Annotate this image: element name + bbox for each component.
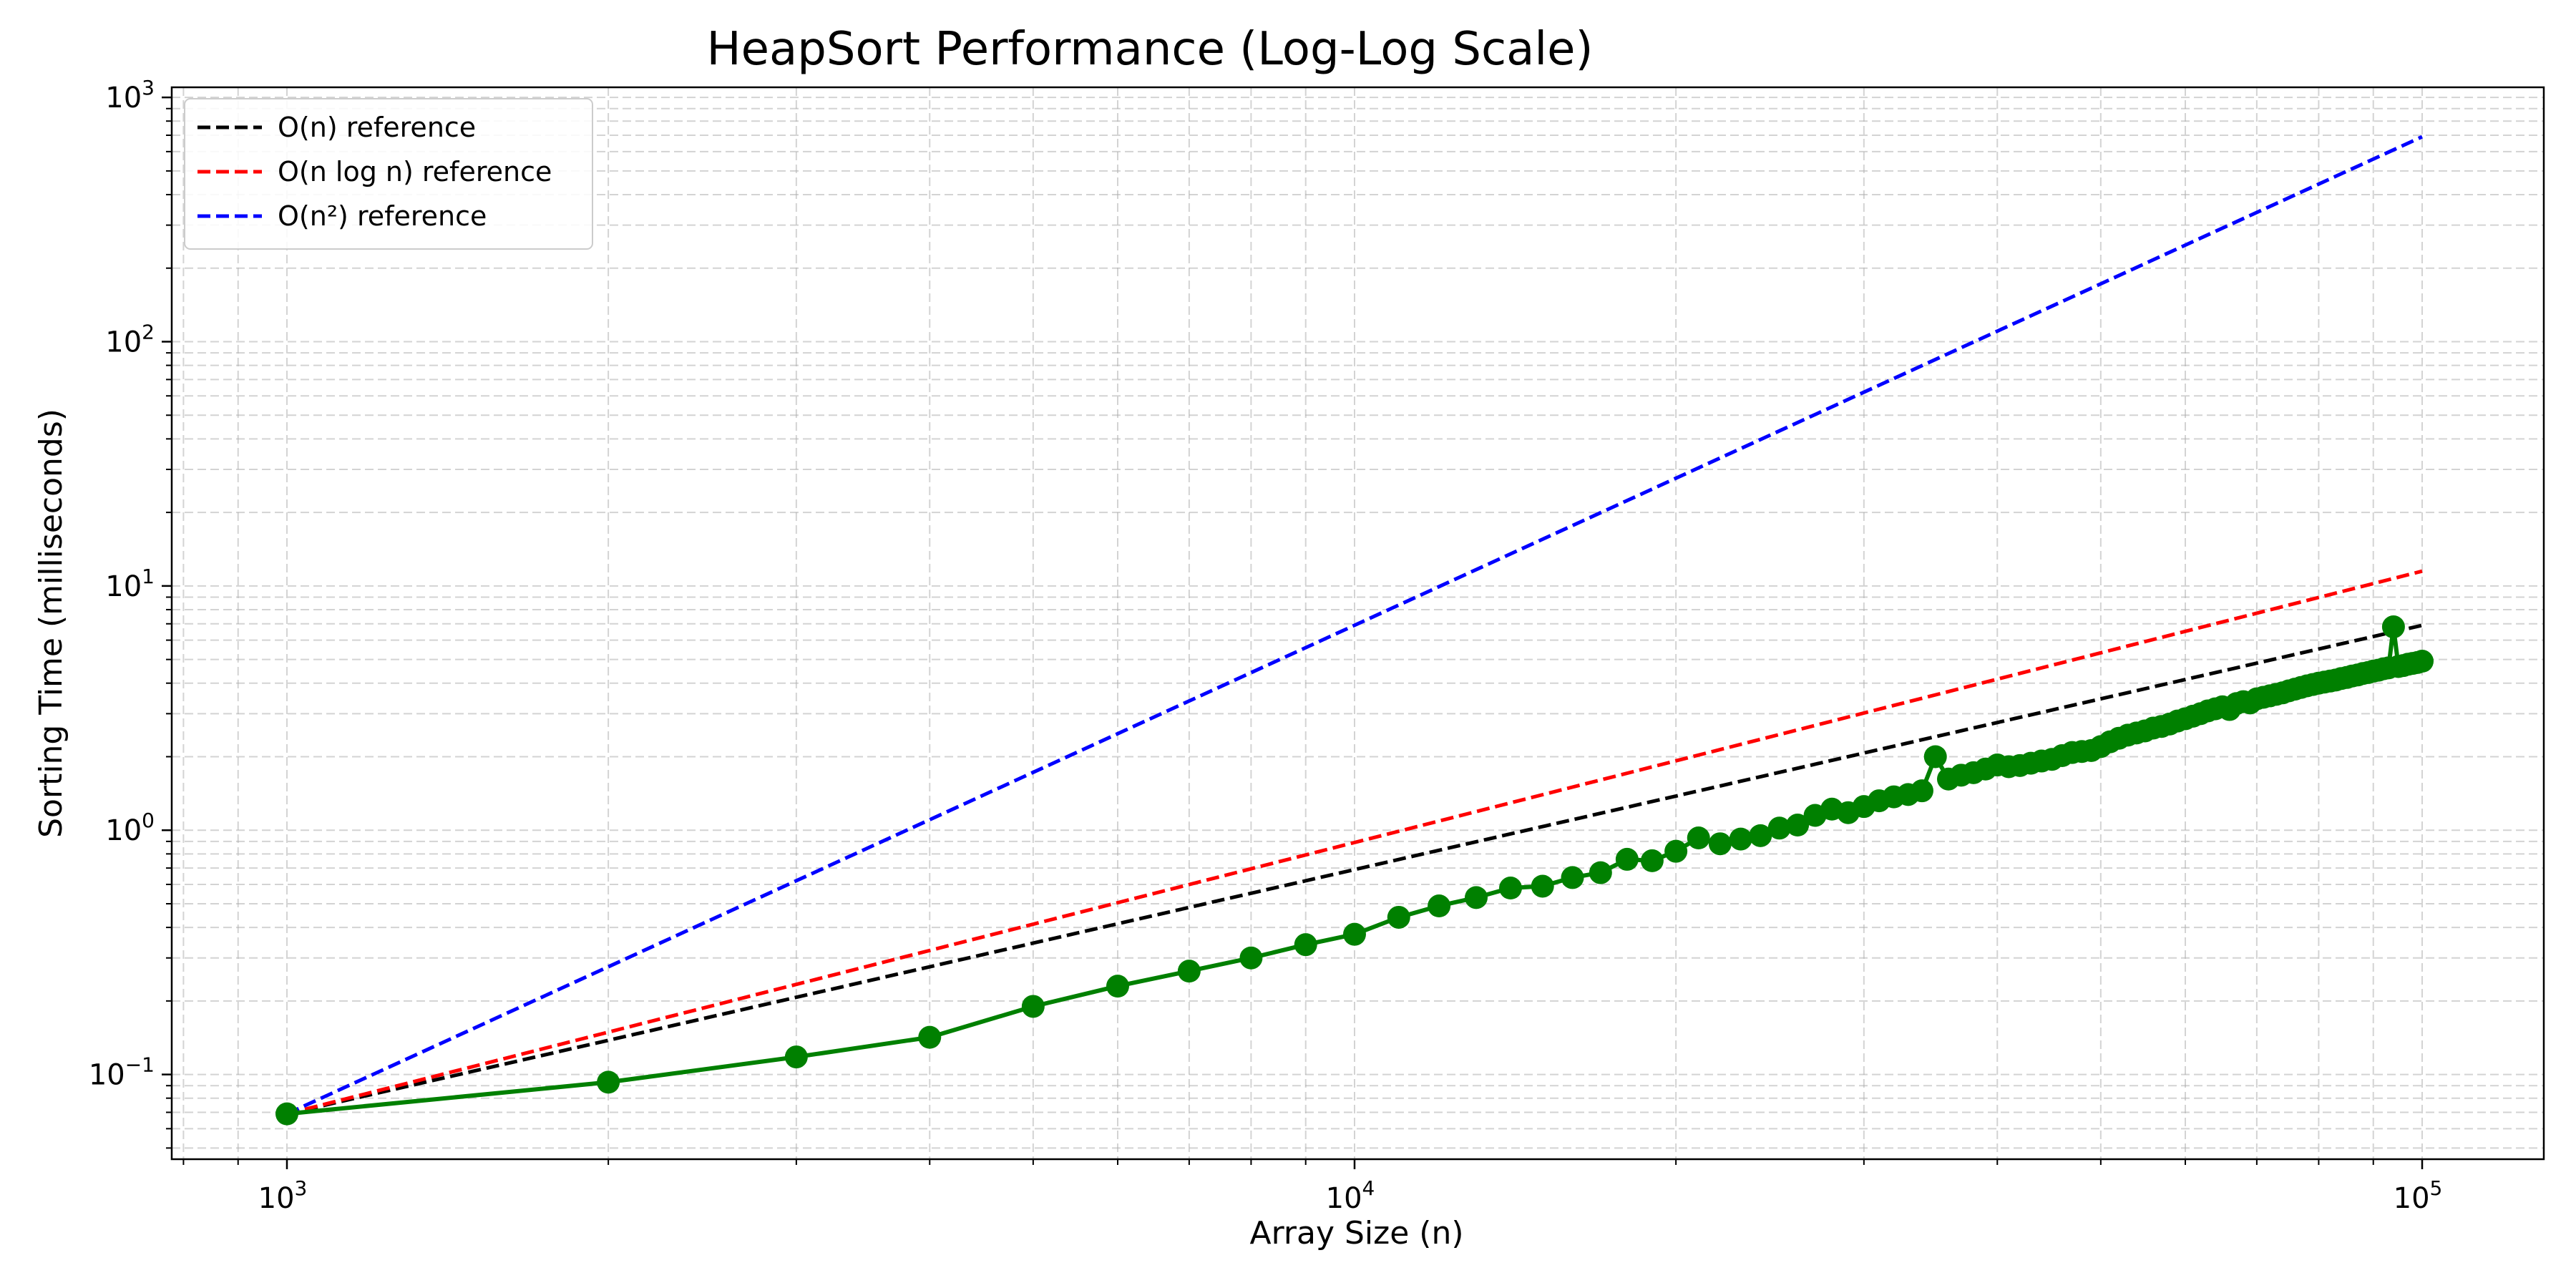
heapsort-data-point xyxy=(1342,922,1366,946)
heapsort-data-point xyxy=(1664,839,1688,863)
heapsort-data-point xyxy=(1923,745,1947,769)
y-tick-label: 102 xyxy=(105,321,155,359)
heapsort-data-point xyxy=(1687,826,1710,850)
heapsort-data-point xyxy=(784,1045,808,1069)
y-axis-label: Sorting Time (milliseconds) xyxy=(33,409,69,838)
heapsort-data-point xyxy=(1464,886,1488,909)
legend-box xyxy=(184,98,593,250)
heapsort-data-point xyxy=(1749,824,1772,847)
heapsort-data-point xyxy=(918,1025,942,1049)
heapsort-data-point xyxy=(1589,861,1612,884)
y-tick-label: 103 xyxy=(105,76,155,114)
heapsort-data-point xyxy=(1239,946,1263,970)
heapsort-data-point xyxy=(1294,933,1317,957)
y-tick-label: 100 xyxy=(105,809,155,847)
x-axis-label: Array Size (n) xyxy=(1249,1215,1463,1252)
heapsort-data-point xyxy=(1561,866,1584,889)
legend: O(n) reference O(n log n) reference O(n²) … xyxy=(184,98,593,250)
heapsort-data-point xyxy=(1428,894,1451,918)
y-tick-label: 10−1 xyxy=(89,1053,155,1092)
heapsort-data-point xyxy=(1387,905,1410,929)
heapsort-data-point xyxy=(275,1102,298,1126)
chart-title: HeapSort Performance (Log-Log Scale) xyxy=(707,23,1594,76)
legend-label: O(n log n) reference xyxy=(278,156,552,187)
reference-line-1 xyxy=(286,569,2423,1116)
x-tick-label: 103 xyxy=(258,1176,308,1215)
heapsort-data-point xyxy=(1786,814,1810,837)
ticks: 103 104 105 10−1 100 101 102 103 xyxy=(89,76,2443,1215)
heapsort-data-point xyxy=(1729,827,1752,851)
legend-label: O(n) reference xyxy=(278,112,476,143)
heapsort-data-point xyxy=(1615,847,1639,871)
y-tick-label: 101 xyxy=(105,565,155,603)
heapsort-data-point xyxy=(2410,650,2434,673)
heapsort-data-point xyxy=(1910,779,1933,803)
heapsort-data-point xyxy=(1531,874,1554,898)
heapsort-data-point xyxy=(2381,615,2405,639)
heapsort-data-point xyxy=(1177,960,1201,983)
heapsort-data-point xyxy=(1106,975,1129,998)
heapsort-data-point xyxy=(1708,832,1732,856)
heapsort-data-point xyxy=(1021,995,1045,1018)
reference-line-0 xyxy=(286,623,2423,1116)
heapsort-data-point xyxy=(597,1070,620,1094)
legend-label: O(n²) reference xyxy=(278,200,487,232)
x-tick-label: 105 xyxy=(2394,1176,2443,1215)
series-layer xyxy=(275,135,2434,1126)
x-tick-label: 104 xyxy=(1326,1176,1375,1215)
reference-line-2 xyxy=(286,135,2424,1116)
heapsort-data-point xyxy=(1767,816,1791,840)
heapsort-data-point xyxy=(1499,877,1523,900)
heapsort-data-point xyxy=(1640,849,1664,872)
